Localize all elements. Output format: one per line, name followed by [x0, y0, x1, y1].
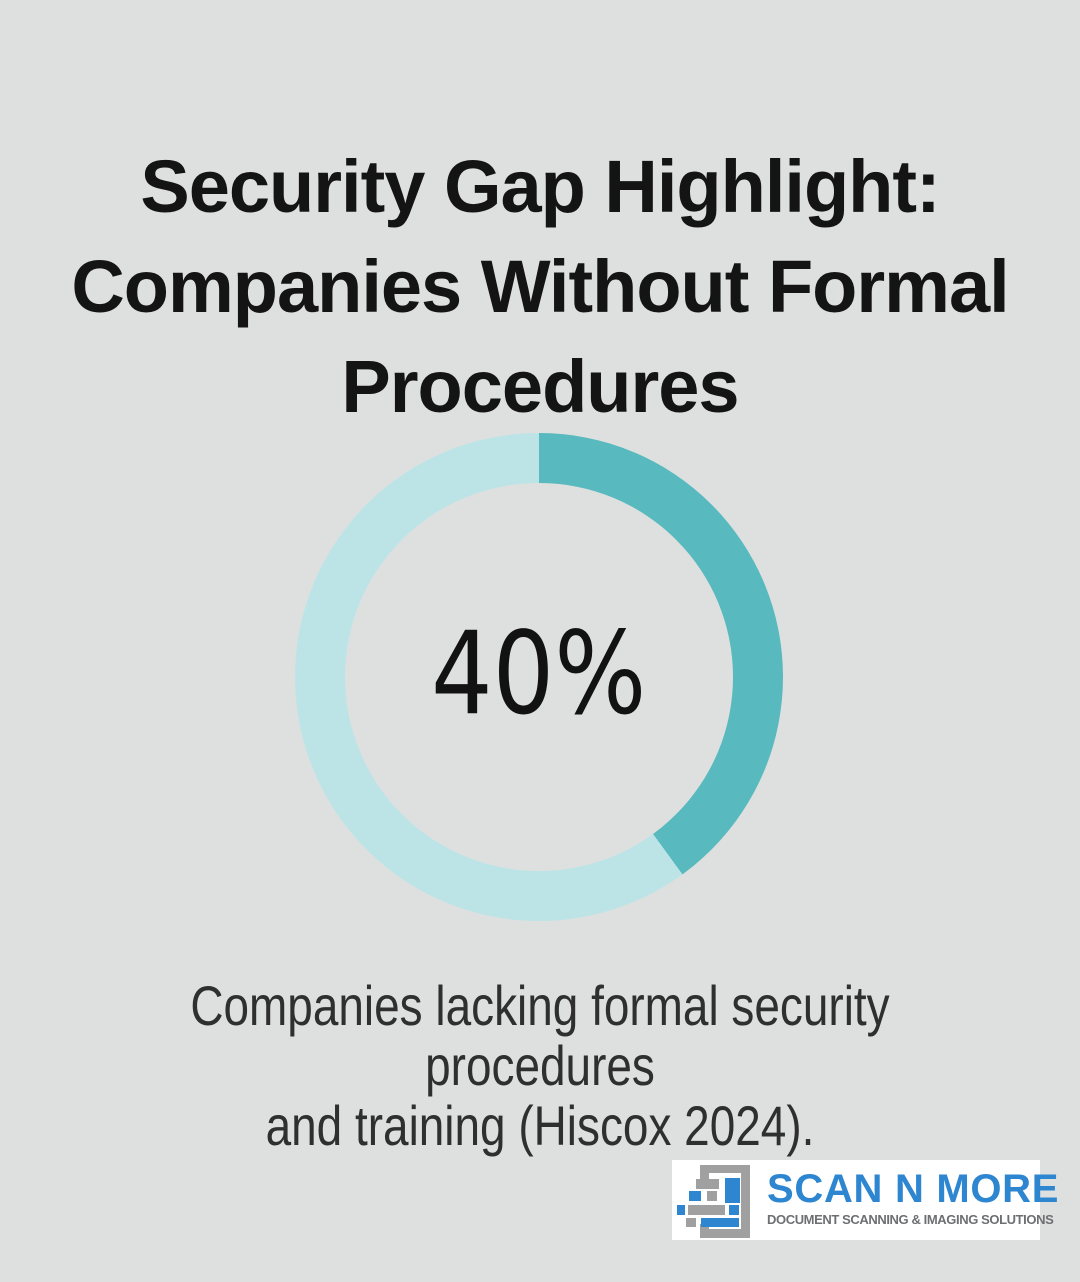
icon-bar-gray-row1	[696, 1179, 719, 1189]
brand-name: SCAN N MORE	[767, 1167, 1060, 1211]
page-title: Security Gap Highlight: Companies Withou…	[0, 137, 1080, 437]
document-scan-icon	[676, 1163, 750, 1240]
title-line-1: Security Gap Highlight:	[140, 144, 940, 228]
icon-square-blue-row3-right	[729, 1205, 739, 1215]
icon-bar-blue-row4	[701, 1218, 739, 1227]
brand-logo: SCAN N MORE DOCUMENT SCANNING & IMAGING …	[672, 1160, 1058, 1240]
icon-square-gray-row2	[707, 1191, 717, 1201]
brand-tagline: DOCUMENT SCANNING & IMAGING SOLUTIONS	[767, 1212, 1054, 1227]
icon-frame-stub-bottom	[700, 1224, 709, 1238]
title-line-2: Companies Without Formal	[71, 244, 1009, 328]
donut-chart: 40%	[295, 433, 783, 921]
caption-line-1: Companies lacking formal security proced…	[190, 974, 890, 1097]
donut-hole: 40%	[345, 483, 733, 871]
icon-square-blue-large	[725, 1178, 740, 1203]
icon-square-blue-row3-left	[677, 1205, 685, 1215]
icon-frame-bottom	[700, 1229, 750, 1238]
icon-bar-gray-row3	[688, 1205, 725, 1215]
icon-frame-top	[700, 1165, 750, 1173]
caption-line-2: and training (Hiscox 2024).	[265, 1094, 815, 1157]
title-line-3: Procedures	[341, 344, 739, 428]
donut-center-value: 40%	[431, 607, 647, 740]
icon-frame-stub-top	[700, 1165, 709, 1181]
chart-caption: Companies lacking formal security proced…	[97, 976, 983, 1156]
icon-square-blue-row2	[689, 1191, 701, 1201]
icon-square-gray-row4	[686, 1218, 696, 1227]
icon-frame-right	[741, 1165, 750, 1238]
